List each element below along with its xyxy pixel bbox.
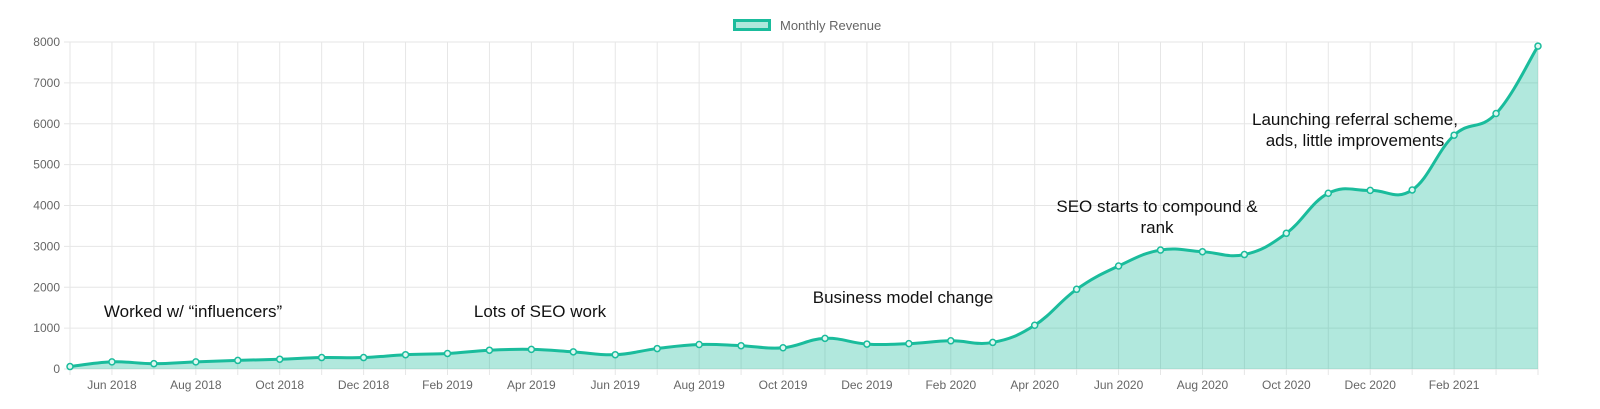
y-tick-label: 1000 bbox=[33, 321, 60, 335]
x-tick-label: Jun 2020 bbox=[1094, 378, 1144, 392]
data-point[interactable] bbox=[905, 339, 913, 348]
data-point[interactable] bbox=[863, 340, 871, 348]
annotation-text: rank bbox=[1140, 218, 1174, 237]
x-tick-label: Aug 2019 bbox=[673, 378, 725, 392]
y-tick-label: 0 bbox=[53, 362, 60, 376]
x-tick-label: Oct 2020 bbox=[1262, 378, 1311, 392]
x-tick-label: Oct 2019 bbox=[759, 378, 808, 392]
data-point[interactable] bbox=[485, 346, 494, 354]
data-point[interactable] bbox=[988, 338, 997, 347]
data-point[interactable] bbox=[1366, 186, 1374, 195]
data-point[interactable] bbox=[1240, 250, 1249, 259]
data-point[interactable] bbox=[1114, 262, 1123, 270]
y-axis: 0 1000 2000 3000 4000 5000 6000 7000 8000 bbox=[33, 35, 60, 376]
y-tick-label: 7000 bbox=[33, 76, 60, 90]
data-point[interactable] bbox=[737, 341, 745, 350]
annotation-text: ads, little improvements bbox=[1266, 131, 1445, 150]
data-point[interactable] bbox=[1072, 285, 1081, 294]
data-point[interactable] bbox=[1492, 109, 1500, 118]
data-point[interactable] bbox=[1408, 186, 1416, 194]
data-point[interactable] bbox=[108, 358, 116, 366]
legend-label[interactable]: Monthly Revenue bbox=[780, 18, 882, 33]
data-point[interactable] bbox=[1450, 131, 1458, 139]
y-tick-label: 8000 bbox=[33, 35, 60, 49]
x-tick-label: Apr 2020 bbox=[1010, 378, 1059, 392]
y-tick-label: 3000 bbox=[33, 239, 60, 253]
x-tick-label: Apr 2019 bbox=[507, 378, 556, 392]
data-point[interactable] bbox=[234, 356, 242, 365]
data-point[interactable] bbox=[947, 337, 955, 345]
data-point[interactable] bbox=[527, 345, 536, 354]
data-point[interactable] bbox=[192, 358, 200, 366]
data-point[interactable] bbox=[275, 355, 284, 363]
x-tick-label: Dec 2018 bbox=[338, 378, 390, 392]
x-tick-label: Jun 2018 bbox=[87, 378, 137, 392]
annotation-text: Business model change bbox=[813, 288, 994, 307]
data-point[interactable] bbox=[653, 344, 661, 353]
data-point[interactable] bbox=[66, 362, 74, 371]
y-tick-label: 6000 bbox=[33, 117, 60, 131]
annotation-text: Worked w/ “influencers” bbox=[104, 302, 283, 321]
data-point[interactable] bbox=[443, 349, 452, 358]
data-point[interactable] bbox=[1282, 229, 1291, 238]
data-point[interactable] bbox=[611, 350, 620, 359]
legend: Monthly Revenue bbox=[0, 0, 1600, 40]
x-tick-label: Feb 2020 bbox=[925, 378, 976, 392]
x-tick-label: Aug 2018 bbox=[170, 378, 222, 392]
data-point[interactable] bbox=[150, 359, 158, 368]
y-tick-label: 4000 bbox=[33, 199, 60, 213]
x-tick-label: Oct 2018 bbox=[255, 378, 304, 392]
data-point[interactable] bbox=[401, 350, 410, 359]
data-point[interactable] bbox=[695, 340, 703, 349]
annotation-text: SEO starts to compound & bbox=[1056, 197, 1258, 216]
data-point[interactable] bbox=[779, 343, 787, 352]
data-point[interactable] bbox=[1534, 42, 1542, 50]
y-tick-label: 2000 bbox=[33, 280, 60, 294]
x-tick-label: Feb 2021 bbox=[1429, 378, 1480, 392]
data-point[interactable] bbox=[569, 348, 578, 356]
data-point[interactable] bbox=[1030, 321, 1039, 330]
data-point[interactable] bbox=[1198, 247, 1207, 256]
data-point[interactable] bbox=[1324, 189, 1333, 197]
annotation-text: Lots of SEO work bbox=[474, 302, 607, 321]
series-area bbox=[70, 46, 1538, 370]
y-tick-label: 5000 bbox=[33, 158, 60, 172]
x-axis: Jun 2018 Aug 2018 Oct 2018 Dec 2018 Feb 2019… bbox=[87, 378, 1480, 392]
x-tick-label: Dec 2019 bbox=[841, 378, 893, 392]
x-tick-label: Aug 2020 bbox=[1177, 378, 1229, 392]
gridlines bbox=[64, 41, 1539, 375]
data-points bbox=[66, 42, 1542, 371]
annotation-text: Launching referral scheme, bbox=[1252, 110, 1458, 129]
x-tick-label: Jun 2019 bbox=[591, 378, 641, 392]
data-point[interactable] bbox=[317, 353, 326, 362]
annotations: Worked w/ “influencers” Lots of SEO work B… bbox=[104, 110, 1458, 321]
data-point[interactable] bbox=[1156, 246, 1165, 254]
data-point[interactable] bbox=[821, 334, 829, 343]
data-point[interactable] bbox=[359, 353, 368, 362]
legend-swatch[interactable] bbox=[733, 19, 771, 31]
x-tick-label: Feb 2019 bbox=[422, 378, 473, 392]
x-tick-label: Dec 2020 bbox=[1345, 378, 1397, 392]
